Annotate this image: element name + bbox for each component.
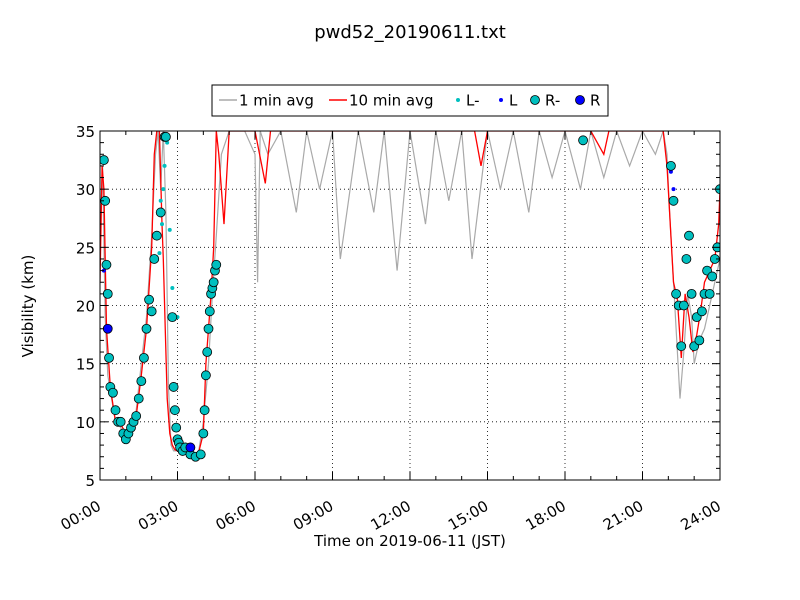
point-r-minus (155, 207, 166, 218)
point-r-minus (104, 352, 114, 363)
point-l-minus (161, 187, 166, 192)
point-r-minus (668, 195, 679, 206)
x-tick-label: 06:00 (213, 497, 259, 534)
point-r-minus (684, 230, 694, 241)
y-tick-label: 15 (76, 356, 95, 374)
point-r-minus (204, 306, 215, 317)
point-l (668, 169, 673, 174)
point-r-minus (100, 155, 109, 165)
point-r-minus (199, 405, 210, 416)
point-r-minus (168, 382, 179, 392)
x-tick-label: 12:00 (368, 497, 414, 534)
point-l-minus (157, 251, 162, 256)
point-l-minus (167, 227, 172, 232)
point-r-minus (195, 449, 206, 460)
legend-label: 10 min avg (349, 92, 434, 110)
point-r-minus (671, 288, 681, 299)
chart-title: pwd52_20190611.txt (314, 22, 506, 43)
point-r-minus (141, 323, 152, 334)
x-tick-label: 24:00 (678, 497, 724, 534)
point-r-minus (102, 288, 113, 299)
point-r-minus (160, 131, 171, 142)
y-tick-label: 20 (76, 298, 95, 316)
point-r-minus (666, 160, 676, 171)
x-tick-label: 09:00 (290, 497, 336, 534)
series (100, 131, 720, 462)
x-tick-label: 15:00 (445, 497, 491, 534)
point-r-minus (167, 312, 178, 323)
point-l-minus (160, 222, 164, 227)
legend-label: 1 min avg (239, 92, 314, 110)
point-r-minus (681, 254, 692, 264)
point-r-minus (198, 428, 209, 439)
legend-swatch (456, 98, 460, 102)
point-r-minus (208, 277, 219, 288)
series-line-10-min-avg (100, 131, 720, 456)
point-r-minus (131, 411, 142, 421)
point-r-minus (170, 405, 180, 416)
point-r-minus (704, 288, 715, 299)
point-r-minus (697, 306, 707, 317)
point-r-minus (101, 259, 112, 270)
y-tick-label: 5 (85, 472, 95, 490)
point-r-minus (686, 288, 697, 299)
point-l-minus (158, 198, 163, 203)
y-tick-label: 10 (76, 414, 95, 432)
point-r-minus (707, 271, 718, 282)
point-r-minus (203, 323, 214, 334)
legend-label: R (590, 92, 600, 110)
point-r-minus (146, 306, 157, 317)
x-tick-label: 00:00 (58, 497, 104, 534)
point-r-minus (678, 300, 689, 311)
point-r-minus (694, 335, 705, 346)
y-tick-label: 30 (76, 181, 95, 199)
point-r-minus (136, 376, 147, 387)
point-r-minus (202, 347, 213, 357)
point-r-minus (151, 230, 162, 241)
x-tick-label: 21:00 (600, 497, 646, 534)
x-axis-label: Time on 2019-06-11 (JST) (313, 532, 506, 550)
legend-swatch (575, 95, 585, 105)
point-r-minus (676, 341, 687, 352)
y-tick-label: 35 (76, 123, 95, 141)
point-r-minus (133, 393, 144, 404)
x-tick-label: 03:00 (135, 497, 181, 534)
point-r-minus (110, 405, 121, 416)
point-r-minus (108, 387, 118, 398)
series-group (100, 131, 720, 462)
legend-swatch (499, 98, 503, 102)
point-r (102, 323, 113, 334)
y-tick-label: 25 (76, 239, 95, 257)
legend: 1 min avg 10 min avg L- L R- R (211, 84, 609, 117)
point-r-minus (201, 370, 211, 381)
y-axis-label: Visibility (km) (19, 255, 37, 358)
point-l-minus (162, 163, 167, 168)
point-l-minus (170, 286, 175, 291)
point-r-minus (211, 259, 222, 270)
legend-label: L- (466, 92, 480, 110)
point-r-minus (171, 422, 182, 433)
grid (100, 131, 720, 480)
legend-swatch (530, 95, 540, 105)
x-tick-label: 18:00 (523, 497, 569, 534)
legend-box (211, 84, 609, 117)
legend-label: R- (545, 92, 560, 110)
point-r (185, 442, 196, 453)
point-r-minus (144, 294, 154, 305)
legend-label: L (509, 92, 518, 110)
point-r-minus (115, 416, 126, 427)
point-l (671, 187, 676, 192)
point-r-minus (578, 135, 588, 146)
point-r-minus (149, 254, 160, 264)
point-r-minus (139, 352, 149, 363)
